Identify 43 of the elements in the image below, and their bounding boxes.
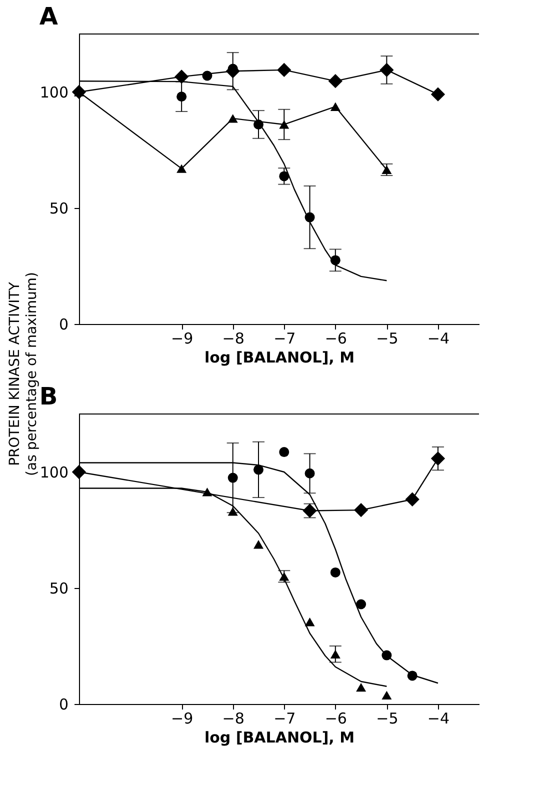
point [430, 451, 446, 466]
chart-title: B [39, 382, 58, 410]
y-tick-label: 50 [49, 200, 68, 218]
point [202, 70, 212, 81]
x-axis-title: log [BALANOL], M [204, 348, 355, 366]
point [253, 540, 264, 549]
point [356, 599, 366, 610]
point [279, 447, 290, 458]
x-tick-label: −7 [274, 330, 296, 348]
point [382, 690, 392, 700]
x-tick-label: −8 [222, 330, 244, 348]
x-tick-label: −4 [427, 710, 450, 728]
y-tick-label: 0 [58, 316, 68, 334]
point [330, 567, 340, 578]
x-tick-label: −5 [376, 710, 398, 728]
x-tick-label: −9 [171, 330, 194, 348]
point [72, 464, 86, 480]
y-axis-title: PROTEIN KINASE ACTIVITY (as percentage of maximum) [7, 272, 40, 476]
point [228, 507, 238, 516]
point [304, 618, 315, 626]
y-tick-label: 100 [40, 84, 68, 102]
x-tick-label: −6 [324, 330, 347, 348]
y-tick-label: 50 [49, 580, 68, 598]
x-tick-label: −9 [171, 710, 194, 728]
point [356, 682, 366, 692]
point [354, 502, 368, 518]
point [330, 102, 340, 111]
x-tick-label: −4 [427, 330, 450, 348]
x-tick-label: −5 [376, 330, 398, 348]
point [174, 70, 189, 84]
y-tick-label: 100 [40, 464, 68, 482]
x-tick-label: −7 [274, 710, 296, 728]
point [405, 492, 420, 506]
y-tick-label: 0 [58, 696, 68, 714]
x-tick-label: −8 [222, 710, 244, 728]
point [328, 74, 342, 88]
point [277, 62, 292, 78]
point [430, 87, 446, 102]
point [228, 114, 238, 123]
point [176, 164, 187, 173]
x-tick-label: −6 [324, 710, 347, 728]
x-axis-title: log [BALANOL], M [204, 728, 355, 746]
chart-title: A [39, 2, 58, 30]
